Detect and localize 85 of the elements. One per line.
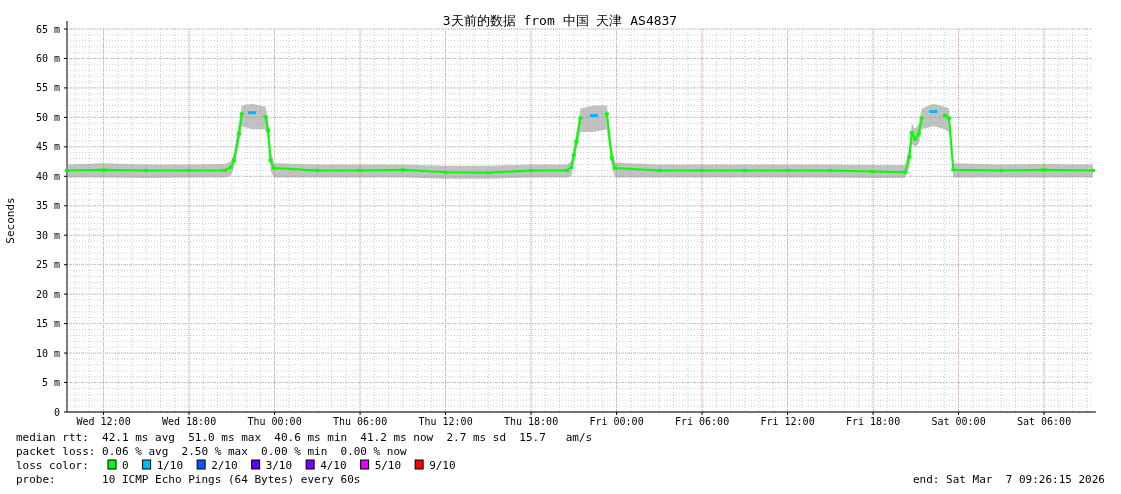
x-tick-label: Thu 18:00 [503,416,559,427]
point [187,168,192,172]
point [919,116,924,120]
point [943,114,948,118]
y-tick-label: 0 [53,406,60,418]
point [222,168,227,172]
point [315,168,320,172]
point [574,140,579,144]
point [913,137,918,141]
y-tick-label: 30 m [35,229,60,241]
legend-label: 2/10 [211,459,238,472]
legend-label: 3/10 [265,459,293,472]
point [785,168,790,172]
text: probe: 10 ICMP Echo Pings (64 Bytes) every 60s [16,473,361,486]
legend-label: 1/10 [156,459,184,472]
y-tick-label: 35 m [35,200,60,212]
point [916,132,921,136]
point [239,112,244,116]
point [400,168,405,172]
y-tick-label: 5 m [41,377,60,389]
y-tick-label: 40 m [35,170,60,182]
legend-label: 9/10 [429,459,456,472]
point [571,153,576,157]
y-tick-label: 50 m [35,111,60,123]
x-tick-label: Fri 06:00 [674,416,730,427]
point [569,165,574,169]
y-tick-label: 20 m [35,288,60,300]
legend-title: loss color: [16,459,89,472]
point [742,168,747,172]
point [951,168,956,172]
point [907,155,912,159]
x-tick-label: Wed 18:00 [161,416,217,427]
point [564,168,569,172]
point [101,168,106,172]
point [266,128,271,132]
point [828,168,833,172]
point [228,165,233,169]
point [236,132,241,136]
point [486,171,491,175]
legend-label: 5/10 [374,459,402,472]
point [613,166,618,170]
point [443,170,448,174]
x-tick-label: Sat 06:00 [1016,416,1072,427]
x-tick-label: Wed 12:00 [76,416,131,427]
point [578,116,583,120]
point [657,168,662,172]
point [144,168,149,172]
point [903,170,908,174]
y-tick-label: 45 m [35,141,60,153]
point [231,158,236,162]
x-tick-label: Fri 18:00 [845,416,901,427]
point [909,131,914,135]
point [1042,168,1047,172]
x-tick-label: Fri 00:00 [589,416,644,427]
point [609,156,614,160]
x-tick-label: Sat 00:00 [931,416,986,427]
y-axis-title: Seconds [4,197,17,244]
text: end: Sat Mar 7 09:26:15 2026 [912,473,1105,486]
y-tick-label: 25 m [35,259,60,271]
point [700,168,705,172]
point [263,115,268,119]
point [271,166,276,170]
point [947,116,952,120]
point [268,158,273,162]
y-tick-label: 60 m [35,52,60,64]
legend-label: 0 [122,459,129,472]
point [871,170,876,174]
y-tick-label: 10 m [35,347,60,359]
chart-title: 3天前的数据 from 中国 天津 AS4837 [442,13,678,28]
point [65,168,69,172]
x-tick-label: Thu 00:00 [247,416,302,427]
y-tick-label: 55 m [35,82,60,94]
point [358,168,363,172]
legend-label: 4/10 [320,459,347,472]
x-tick-label: Thu 12:00 [418,416,473,427]
point [999,168,1004,172]
x-tick-label: Thu 06:00 [332,416,388,427]
y-tick-label: 65 m [35,23,60,35]
point [604,112,609,116]
point [529,168,534,172]
text: packet loss: 0.06 % avg 2.50 % max 0.00 % min 0.00 % now [16,445,408,458]
x-tick-label: Fri 12:00 [760,416,815,427]
point [1091,168,1095,172]
text: median rtt: 42.1 ms avg 51.0 ms max 40.6 ms min 41.2 ms now 2.7 ms sd 15.7 am/s [16,431,593,444]
y-tick-label: 15 m [35,318,60,330]
